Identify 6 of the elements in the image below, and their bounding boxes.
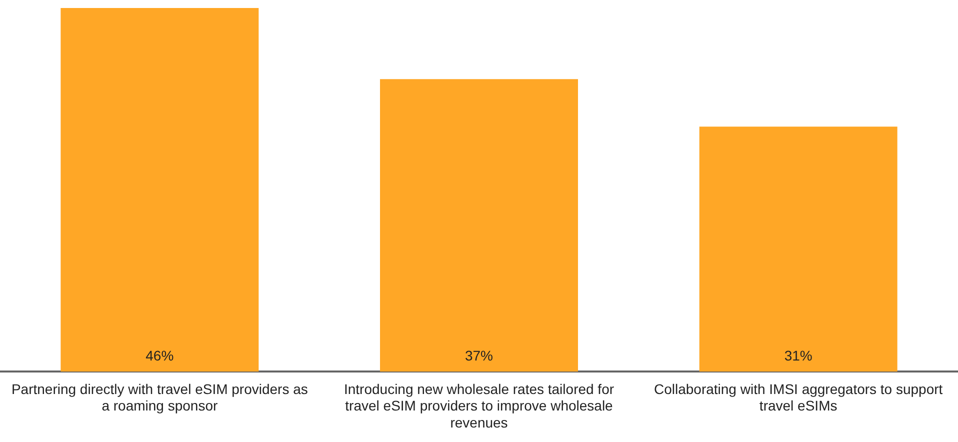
x-tick-label: Collaborating with IMSI aggregators to support travel eSIMs	[654, 380, 943, 414]
data-label: 31%	[784, 347, 812, 364]
data-label: 46%	[146, 347, 174, 364]
data-label: 37%	[464, 347, 494, 364]
x-tick-label: Partnering directly with travel eSIM providers as a roaming sponsor	[11, 380, 308, 414]
x-tick-label: Introducing new wholesale rates tailored for travel eSIM providers to improve wholesale revenues	[344, 380, 614, 430]
